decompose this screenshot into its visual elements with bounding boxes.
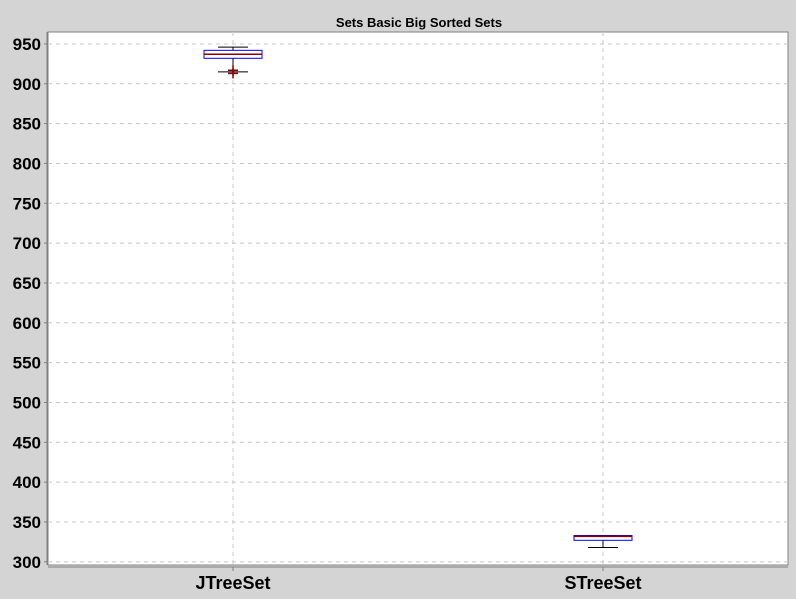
y-tick-label: 950: [13, 35, 41, 54]
plot-area: [47, 31, 789, 566]
y-tick-label: 850: [13, 115, 41, 134]
y-axis: 300 350 400 450 500 550 600 650 700 750 800 850 900 9…: [13, 32, 48, 572]
grid-lines: [48, 32, 788, 565]
chart-title: Sets Basic Big Sorted Sets: [336, 15, 502, 30]
y-tick-label: 900: [13, 75, 41, 94]
box-JTreeSet: [203, 46, 263, 79]
box-STreeSet: [573, 535, 633, 548]
x-tick-label: STreeSet: [564, 573, 641, 593]
y-tick-label: 650: [13, 274, 41, 293]
boxes: [203, 46, 633, 548]
y-tick-label: 750: [13, 194, 41, 213]
y-tick-label: 450: [13, 433, 41, 452]
x-tick-label: JTreeSet: [195, 573, 270, 593]
y-tick-label: 800: [13, 154, 41, 173]
y-tick-label: 350: [13, 513, 41, 532]
y-tick-label: 600: [13, 314, 41, 333]
y-tick-label: 300: [13, 553, 41, 572]
box-iqr: [573, 535, 633, 541]
y-tick-label: 500: [13, 393, 41, 412]
y-tick-label: 550: [13, 354, 41, 373]
y-tick-label: 400: [13, 473, 41, 492]
y-tick-label: 700: [13, 234, 41, 253]
x-axis: JTreeSet STreeSet: [48, 566, 788, 593]
